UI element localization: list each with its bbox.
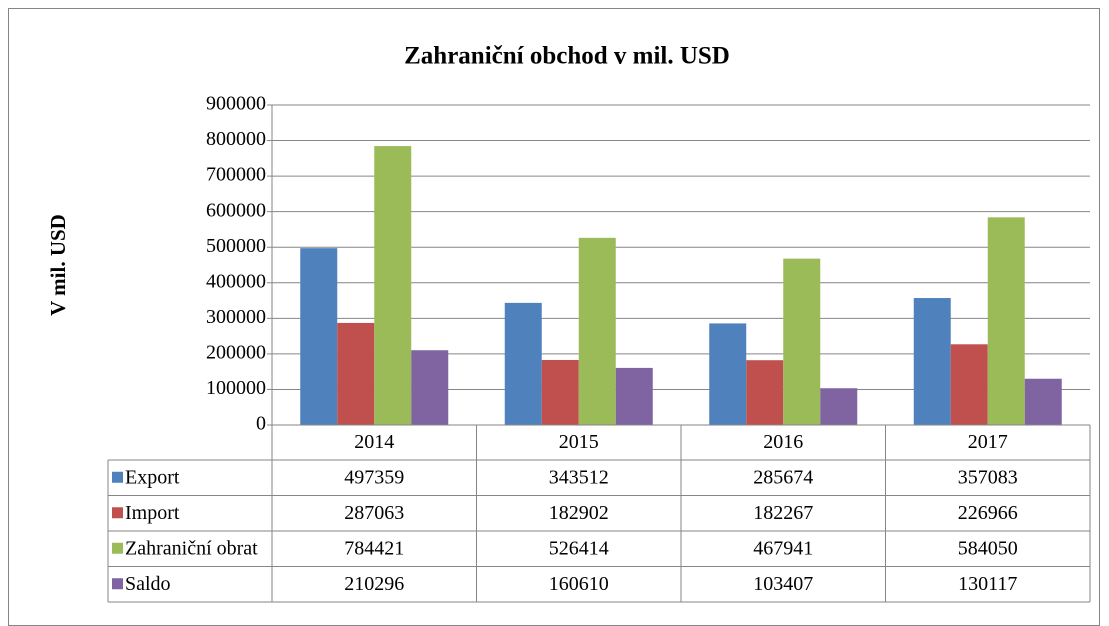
legend-key <box>112 578 123 590</box>
bar <box>300 248 338 425</box>
legend-label: Zahraniční obrat <box>125 537 258 559</box>
table-value: 160610 <box>549 573 609 595</box>
y-tick-label: 600000 <box>206 199 266 221</box>
bar <box>820 388 858 425</box>
table-value: 285674 <box>753 466 813 488</box>
y-tick-label: 100000 <box>206 377 266 399</box>
y-tick-label: 700000 <box>206 164 266 186</box>
bar <box>709 323 747 425</box>
x-tick-label: 2014 <box>354 431 394 453</box>
table-value: 210296 <box>344 573 404 595</box>
legend-key <box>112 507 123 519</box>
y-tick-label: 200000 <box>206 341 266 363</box>
legend-key <box>112 542 123 554</box>
bar <box>411 350 449 425</box>
y-tick-label: 800000 <box>206 128 266 150</box>
bar <box>504 302 542 425</box>
y-axis-label: V mil. USD <box>46 214 70 316</box>
legend-label: Saldo <box>125 573 171 595</box>
table-value: 526414 <box>549 537 609 559</box>
table-value: 287063 <box>344 502 404 524</box>
bar <box>1024 378 1062 425</box>
chart-title: Zahraniční obchod v mil. USD <box>404 43 730 70</box>
legend-label: Export <box>125 466 180 488</box>
x-tick-label: 2015 <box>559 431 599 453</box>
table-value: 497359 <box>344 466 404 488</box>
y-tick-label: 400000 <box>206 270 266 292</box>
table-value: 784421 <box>344 537 404 559</box>
y-tick-label: 500000 <box>206 235 266 257</box>
legend-label: Import <box>125 502 180 524</box>
y-tick-label: 900000 <box>206 93 266 115</box>
bar <box>541 359 579 425</box>
bar <box>578 237 616 425</box>
legend-key <box>112 471 123 483</box>
bar <box>987 217 1025 425</box>
bar <box>950 344 988 425</box>
y-tick-label: 300000 <box>206 306 266 328</box>
table-value: 343512 <box>549 466 609 488</box>
bar <box>746 360 784 425</box>
bar <box>374 146 412 425</box>
bar <box>783 258 821 425</box>
bar <box>913 298 951 425</box>
table-value: 103407 <box>753 573 813 595</box>
y-tick-label: 0 <box>256 413 266 435</box>
table-value: 467941 <box>753 537 813 559</box>
table-value: 357083 <box>958 466 1018 488</box>
table-value: 584050 <box>958 537 1018 559</box>
bar <box>337 322 375 425</box>
table-value: 182902 <box>549 502 609 524</box>
x-tick-label: 2017 <box>968 431 1008 453</box>
bar <box>615 367 653 425</box>
table-value: 226966 <box>958 502 1018 524</box>
table-value: 182267 <box>753 502 813 524</box>
table-value: 130117 <box>958 573 1017 595</box>
x-tick-label: 2016 <box>763 431 803 453</box>
